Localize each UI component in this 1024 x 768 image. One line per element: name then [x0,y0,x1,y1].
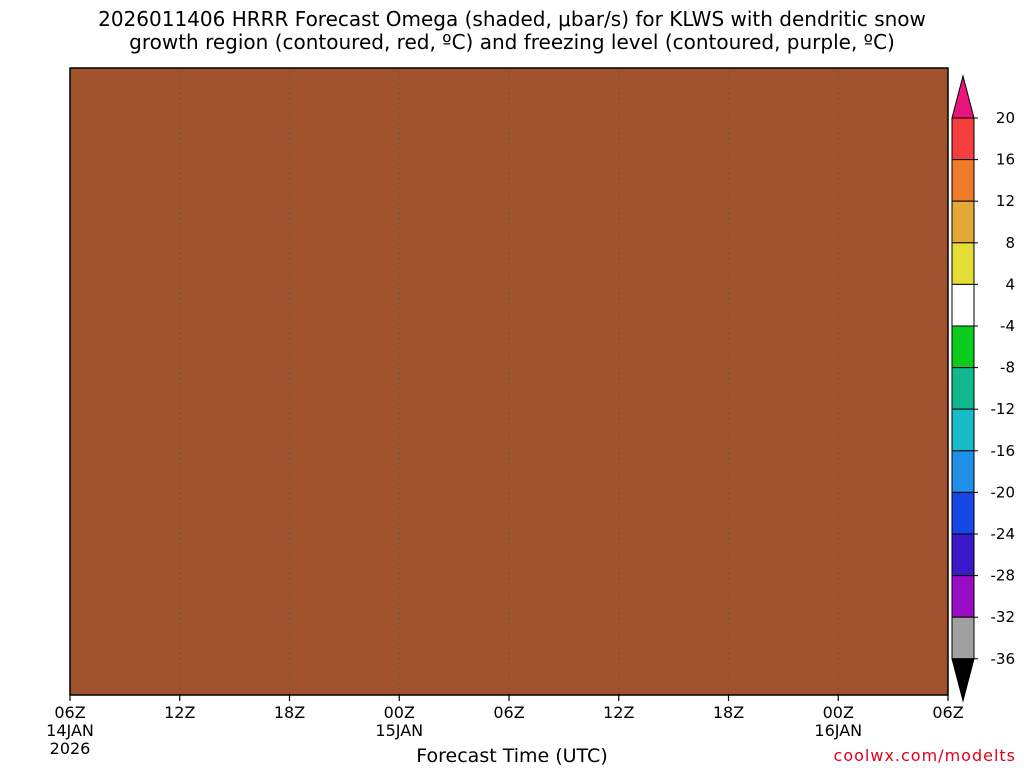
colorbar-label-2: 12 [996,192,1015,210]
colorbar-swatch-2 [951,159,975,202]
colorbar-swatch-1 [951,117,975,161]
colorbar-swatch-3 [951,200,975,244]
omega-shading [70,68,948,695]
colorbar-swatch-13 [951,616,975,660]
colorbar-top-arrow [951,74,975,119]
colorbar: 20 16 12 8 4 -4 -8 -12 -16 -20 -24 -28 -32 -36 [951,74,1016,703]
xtick-label-1: 12Z [164,703,195,722]
colorbar-swatch-4 [951,242,975,285]
colorbar-label-13: -36 [991,650,1016,668]
colorbar-label-9: -20 [991,483,1016,501]
colorbar-label-8: -16 [991,442,1016,460]
xtick-sublabel-7-0: 16JAN [814,721,862,740]
xtick-label-2: 18Z [274,703,305,722]
xtick-label-0: 06Z [54,703,85,722]
colorbar-label-5: -4 [1000,317,1015,335]
colorbar-label-10: -24 [991,525,1016,543]
x-axis-label: Forecast Time (UTC) [416,745,608,767]
xtick-sublabel-0-0: 14JAN [46,721,94,740]
colorbar-label-11: -28 [991,567,1016,585]
credit-link[interactable]: coolwx.com/modelts [833,746,1016,765]
colorbar-swatch-7 [951,367,975,410]
colorbar-label-6: -8 [1000,359,1015,377]
xtick-label-8: 06Z [932,703,963,722]
xtick-sublabel-3-0: 15JAN [375,721,423,740]
chart-title: 2026011406 HRRR Forecast Omega (shaded, … [98,7,926,54]
xtick-sublabel-0-1: 2026 [50,739,91,758]
colorbar-swatch-10 [951,491,975,535]
colorbar-swatch-6 [951,325,975,369]
colorbar-label-7: -12 [991,400,1016,418]
colorbar-swatch-9 [951,450,975,493]
colorbar-label-12: -32 [991,608,1016,626]
colorbar-label-3: 8 [1005,234,1015,252]
colorbar-swatch-8 [951,408,975,452]
xtick-label-5: 12Z [603,703,634,722]
xtick-label-7: 00Z [823,703,854,722]
xtick-label-3: 00Z [384,703,415,722]
ground [70,68,948,695]
colorbar-label-4: 4 [1005,275,1015,293]
colorbar-label-1: 16 [996,151,1015,169]
colorbar-swatch-5 [951,283,975,327]
xtick-label-6: 18Z [713,703,744,722]
colorbar-swatch-11 [951,533,975,577]
colorbar-bottom-arrow [951,658,975,703]
xtick-label-4: 06Z [493,703,524,722]
colorbar-label-0: 20 [996,109,1015,127]
colorbar-swatch-12 [951,575,975,618]
